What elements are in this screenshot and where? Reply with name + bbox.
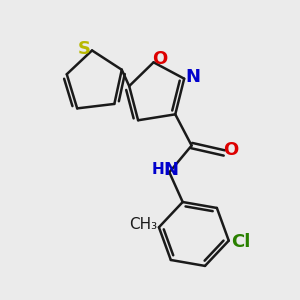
Text: S: S — [78, 40, 91, 58]
Text: H: H — [152, 162, 164, 177]
Text: O: O — [152, 50, 168, 68]
Text: N: N — [163, 161, 178, 179]
Text: Cl: Cl — [231, 233, 250, 251]
Text: N: N — [185, 68, 200, 86]
Text: O: O — [223, 141, 238, 159]
Text: CH₃: CH₃ — [129, 218, 158, 232]
